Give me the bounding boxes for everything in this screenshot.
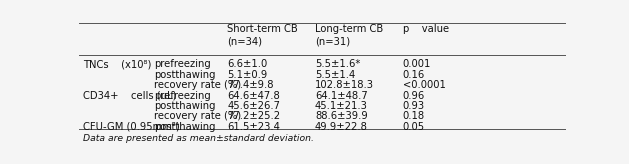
Text: postthawing: postthawing xyxy=(154,101,216,111)
Text: 64.1±48.7: 64.1±48.7 xyxy=(315,91,368,101)
Text: 0.05: 0.05 xyxy=(403,122,425,132)
Text: prefreezing: prefreezing xyxy=(154,91,211,101)
Text: recovery rate (%): recovery rate (%) xyxy=(154,80,242,90)
Text: 5.5±1.6*: 5.5±1.6* xyxy=(315,60,360,70)
Text: 102.8±18.3: 102.8±18.3 xyxy=(315,80,374,90)
Text: 88.6±39.9: 88.6±39.9 xyxy=(315,111,368,121)
Text: 0.96: 0.96 xyxy=(403,91,425,101)
Text: 0.93: 0.93 xyxy=(403,101,425,111)
Text: 77.2±25.2: 77.2±25.2 xyxy=(227,111,281,121)
Text: recovery rate (%): recovery rate (%) xyxy=(154,111,242,121)
Text: CD34+    cells (uL): CD34+ cells (uL) xyxy=(84,91,177,101)
Text: 77.4±9.8: 77.4±9.8 xyxy=(227,80,274,90)
Text: 5.5±1.4: 5.5±1.4 xyxy=(315,70,355,80)
Text: 49.9±22.8: 49.9±22.8 xyxy=(315,122,368,132)
Text: 64.6±47.8: 64.6±47.8 xyxy=(227,91,280,101)
Text: CFU-GM (0.95mm²): CFU-GM (0.95mm²) xyxy=(84,122,181,132)
Text: 45.6±26.7: 45.6±26.7 xyxy=(227,101,281,111)
Text: prefreezing: prefreezing xyxy=(154,60,211,70)
Text: Long-term CB
(n=31): Long-term CB (n=31) xyxy=(315,24,383,46)
Text: TNCs    (x10⁸): TNCs (x10⁸) xyxy=(84,60,152,70)
Text: Short-term CB
(n=34): Short-term CB (n=34) xyxy=(227,24,298,46)
Text: 0.18: 0.18 xyxy=(403,111,425,121)
Text: postthawing: postthawing xyxy=(154,122,216,132)
Text: postthawing: postthawing xyxy=(154,70,216,80)
Text: 61.5±23.4: 61.5±23.4 xyxy=(227,122,280,132)
Text: 0.16: 0.16 xyxy=(403,70,425,80)
Text: 5.1±0.9: 5.1±0.9 xyxy=(227,70,267,80)
Text: 6.6±1.0: 6.6±1.0 xyxy=(227,60,267,70)
Text: 45.1±21.3: 45.1±21.3 xyxy=(315,101,368,111)
Text: p    value: p value xyxy=(403,24,449,34)
Text: 0.001: 0.001 xyxy=(403,60,431,70)
Text: Data are presented as mean±standard deviation.: Data are presented as mean±standard devi… xyxy=(84,134,314,144)
Text: <0.0001: <0.0001 xyxy=(403,80,446,90)
